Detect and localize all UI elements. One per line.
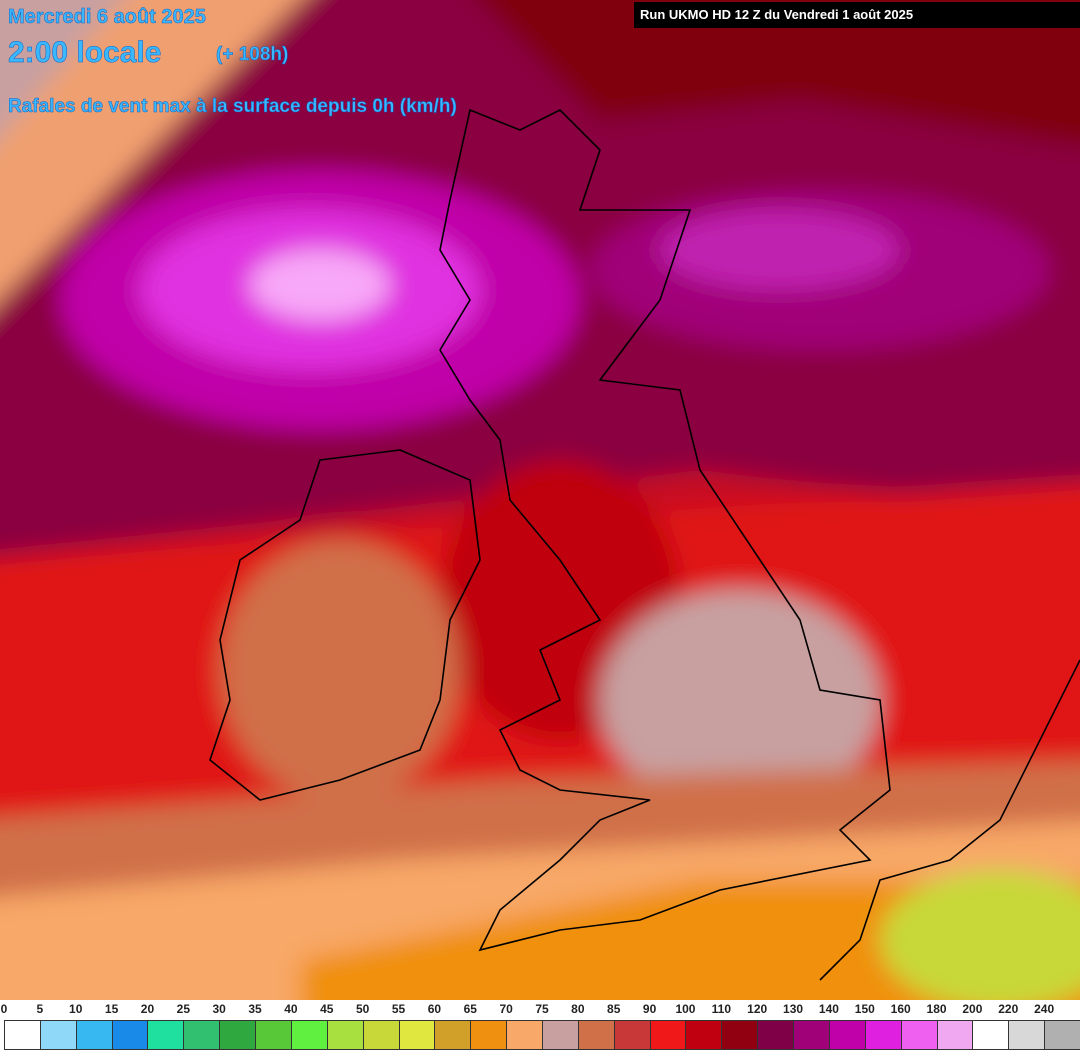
date: Mercredi 6 août 2025 bbox=[8, 6, 206, 29]
legend-swatch bbox=[685, 1020, 723, 1050]
legend-swatch bbox=[111, 1020, 149, 1050]
legend-swatch bbox=[828, 1020, 866, 1050]
legend-label: 85 bbox=[607, 1002, 621, 1016]
legend-label: 5 bbox=[36, 1002, 44, 1016]
map bbox=[0, 0, 1080, 1000]
color-legend: 0 5 10 15 20 25 30 35 40 45 50 55 60 65 70 75 80 85 90 100 1… bbox=[0, 1000, 1080, 1062]
legend-label: 150 bbox=[854, 1002, 875, 1016]
legend-swatch bbox=[434, 1020, 472, 1050]
legend-swatch bbox=[398, 1020, 436, 1050]
legend-swatch bbox=[972, 1020, 1010, 1050]
legend-swatch bbox=[900, 1020, 938, 1050]
legend-swatch bbox=[75, 1020, 113, 1050]
legend-label: 110 bbox=[711, 1002, 732, 1016]
legend-swatch bbox=[470, 1020, 508, 1050]
field-title: Rafales de vent max à la surface depuis … bbox=[8, 96, 457, 118]
legend-swatch bbox=[721, 1020, 759, 1050]
legend-label: 240 bbox=[1034, 1002, 1055, 1016]
wind-field bbox=[0, 0, 1080, 1000]
legend-label: 30 bbox=[212, 1002, 226, 1016]
legend-label: 15 bbox=[104, 1002, 119, 1016]
legend-swatch bbox=[649, 1020, 687, 1050]
local-time: 2:00 locale bbox=[8, 36, 162, 70]
legend-label: 160 bbox=[890, 1002, 911, 1016]
legend-swatch bbox=[542, 1020, 579, 1050]
legend-label: 180 bbox=[926, 1002, 947, 1016]
legend-swatch bbox=[255, 1020, 292, 1050]
legend-label: 70 bbox=[499, 1002, 513, 1016]
legend-swatch bbox=[362, 1020, 400, 1050]
legend-swatch bbox=[757, 1020, 795, 1050]
legend-label: 200 bbox=[962, 1002, 983, 1016]
legend-swatch bbox=[864, 1020, 902, 1050]
lead-time: (+ 108h) bbox=[216, 44, 289, 66]
legend-label: 45 bbox=[320, 1002, 334, 1016]
legend-label: 80 bbox=[571, 1002, 585, 1016]
legend-label: 50 bbox=[355, 1002, 370, 1016]
legend-label: 90 bbox=[642, 1002, 657, 1016]
legend-swatch bbox=[1008, 1020, 1046, 1050]
legend-label: 35 bbox=[248, 1002, 262, 1016]
legend-label: 60 bbox=[427, 1002, 442, 1016]
legend-swatch bbox=[4, 1020, 41, 1050]
legend-label: 220 bbox=[998, 1002, 1019, 1016]
legend-label: 0 bbox=[0, 1002, 8, 1016]
legend-label: 120 bbox=[747, 1002, 768, 1016]
legend-label: 130 bbox=[783, 1002, 804, 1016]
legend-swatch bbox=[290, 1020, 328, 1050]
legend-label: 100 bbox=[675, 1002, 696, 1016]
legend-swatch bbox=[577, 1020, 615, 1050]
legend-swatch bbox=[219, 1020, 257, 1050]
legend-label: 65 bbox=[463, 1002, 477, 1016]
legend-swatch bbox=[613, 1020, 651, 1050]
legend-swatch bbox=[39, 1020, 77, 1050]
coastlines bbox=[209, 108, 1080, 981]
legend-swatch bbox=[1044, 1020, 1080, 1050]
legend-label: 20 bbox=[140, 1002, 155, 1016]
legend-label: 140 bbox=[818, 1002, 839, 1016]
legend-swatch bbox=[326, 1020, 364, 1050]
legend-swatch bbox=[147, 1020, 185, 1050]
run-info: Run UKMO HD 12 Z du Vendredi 1 août 2025 bbox=[634, 2, 1080, 28]
legend-label: 40 bbox=[284, 1002, 298, 1016]
legend-label: 75 bbox=[535, 1002, 549, 1016]
legend-label: 25 bbox=[176, 1002, 191, 1016]
legend-swatch bbox=[936, 1020, 974, 1050]
legend-swatch bbox=[506, 1020, 543, 1050]
legend-swatch bbox=[183, 1020, 221, 1050]
legend-label: 55 bbox=[391, 1002, 406, 1016]
legend-swatch bbox=[793, 1020, 830, 1050]
legend-label: 10 bbox=[69, 1002, 83, 1016]
